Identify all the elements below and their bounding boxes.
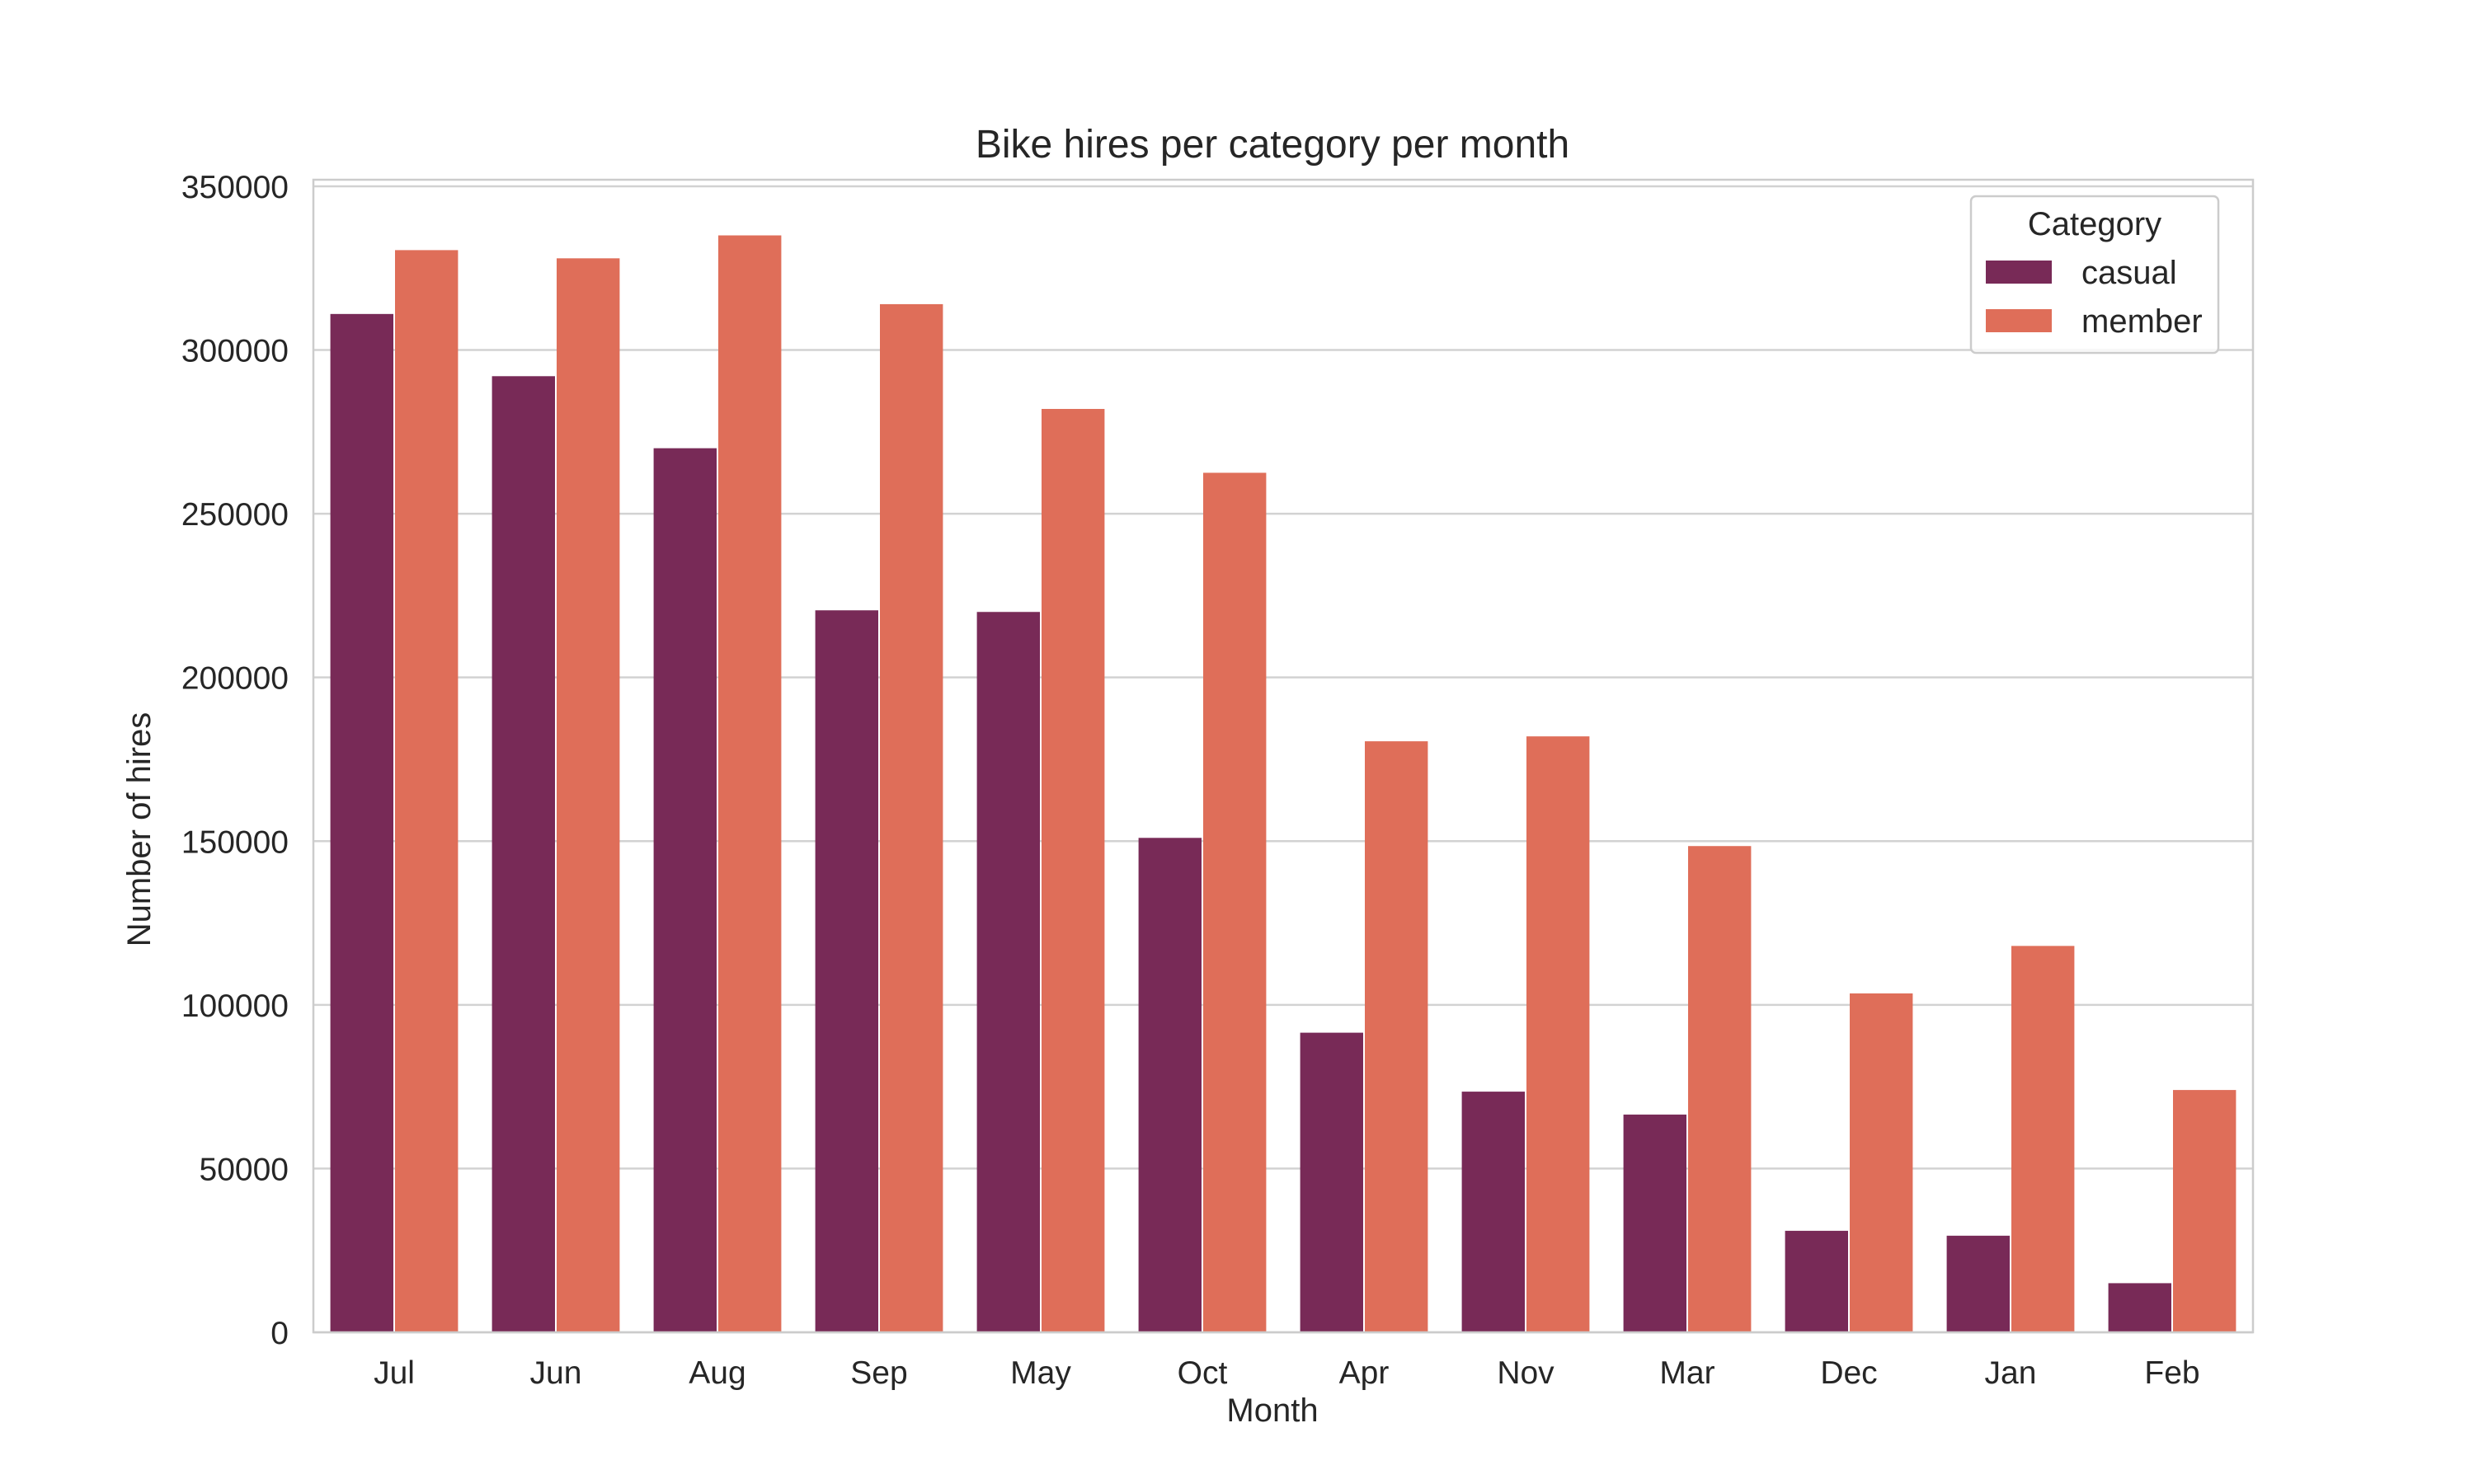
x-tick-label-nov: Nov bbox=[1497, 1355, 1554, 1391]
bar-casual-dec bbox=[1785, 1230, 1848, 1332]
bar-casual-jun bbox=[492, 376, 555, 1333]
bar-member-jun bbox=[557, 258, 620, 1333]
bar-casual-feb bbox=[2108, 1283, 2171, 1332]
y-tick-label-4: 200000 bbox=[181, 661, 289, 697]
bar-member-sep bbox=[880, 303, 943, 1333]
x-tick-label-feb: Feb bbox=[2144, 1355, 2199, 1391]
bar-member-aug bbox=[718, 235, 782, 1332]
bar-casual-jul bbox=[330, 313, 393, 1333]
bar-member-oct bbox=[1203, 472, 1267, 1332]
y-tick-label-2: 100000 bbox=[181, 989, 289, 1024]
y-tick-label-7: 350000 bbox=[181, 170, 289, 205]
x-tick-label-aug: Aug bbox=[689, 1355, 745, 1391]
x-tick-label-mar: Mar bbox=[1659, 1355, 1714, 1391]
y-axis-label: Number of hires bbox=[121, 712, 158, 947]
x-tick-label-jan: Jan bbox=[1985, 1355, 2037, 1391]
bar-member-jul bbox=[395, 250, 459, 1333]
bar-member-apr bbox=[1365, 741, 1428, 1332]
legend-swatch-casual bbox=[1986, 261, 2052, 284]
plot-frame bbox=[312, 178, 2255, 1334]
legend-swatch-member bbox=[1986, 309, 2052, 332]
bar-casual-may bbox=[976, 612, 1040, 1332]
y-tick-label-1: 50000 bbox=[200, 1152, 289, 1187]
x-tick-label-may: May bbox=[1010, 1355, 1071, 1391]
y-tick-label-5: 250000 bbox=[181, 497, 289, 533]
legend: Category casual member bbox=[1969, 195, 2220, 355]
x-tick-label-sep: Sep bbox=[850, 1355, 907, 1391]
x-tick-label-apr: Apr bbox=[1339, 1355, 1390, 1391]
x-tick-label-jun: Jun bbox=[530, 1355, 582, 1391]
bars bbox=[330, 235, 2236, 1333]
y-tick-label-3: 150000 bbox=[181, 824, 289, 860]
bar-casual-oct bbox=[1138, 838, 1202, 1332]
bar-casual-mar bbox=[1623, 1114, 1686, 1332]
bar-member-may bbox=[1042, 409, 1105, 1332]
x-axis-label: Month bbox=[1226, 1392, 1318, 1429]
bar-casual-aug bbox=[653, 448, 717, 1333]
legend-label-casual: casual bbox=[2081, 255, 2177, 291]
y-tick-label-6: 300000 bbox=[181, 334, 289, 369]
bar-casual-nov bbox=[1461, 1092, 1525, 1332]
bar-member-nov bbox=[1526, 736, 1590, 1332]
bar-casual-jan bbox=[1946, 1235, 2010, 1332]
legend-title: Category bbox=[2028, 206, 2161, 242]
bar-member-mar bbox=[1688, 846, 1752, 1332]
bar-member-feb bbox=[2173, 1090, 2236, 1332]
x-tick-label-dec: Dec bbox=[1820, 1355, 1877, 1391]
y-axis-ticks: 0 50000 100000 150000 200000 250000 300000 3500… bbox=[181, 170, 289, 1351]
bar-member-jan bbox=[2011, 946, 2075, 1332]
chart-title: Bike hires per category per month bbox=[976, 123, 1569, 167]
y-tick-label-0: 0 bbox=[270, 1316, 289, 1351]
bar-member-dec bbox=[1850, 993, 1913, 1332]
x-tick-label-oct: Oct bbox=[1178, 1355, 1228, 1391]
x-tick-label-jul: Jul bbox=[374, 1355, 415, 1391]
x-axis-ticks: Jul Jun Aug Sep May Oct Apr Nov Mar Dec Jan Feb bbox=[374, 1355, 2200, 1391]
bar-casual-sep bbox=[815, 610, 878, 1332]
bar-casual-apr bbox=[1300, 1032, 1363, 1332]
legend-label-member: member bbox=[2081, 303, 2203, 340]
